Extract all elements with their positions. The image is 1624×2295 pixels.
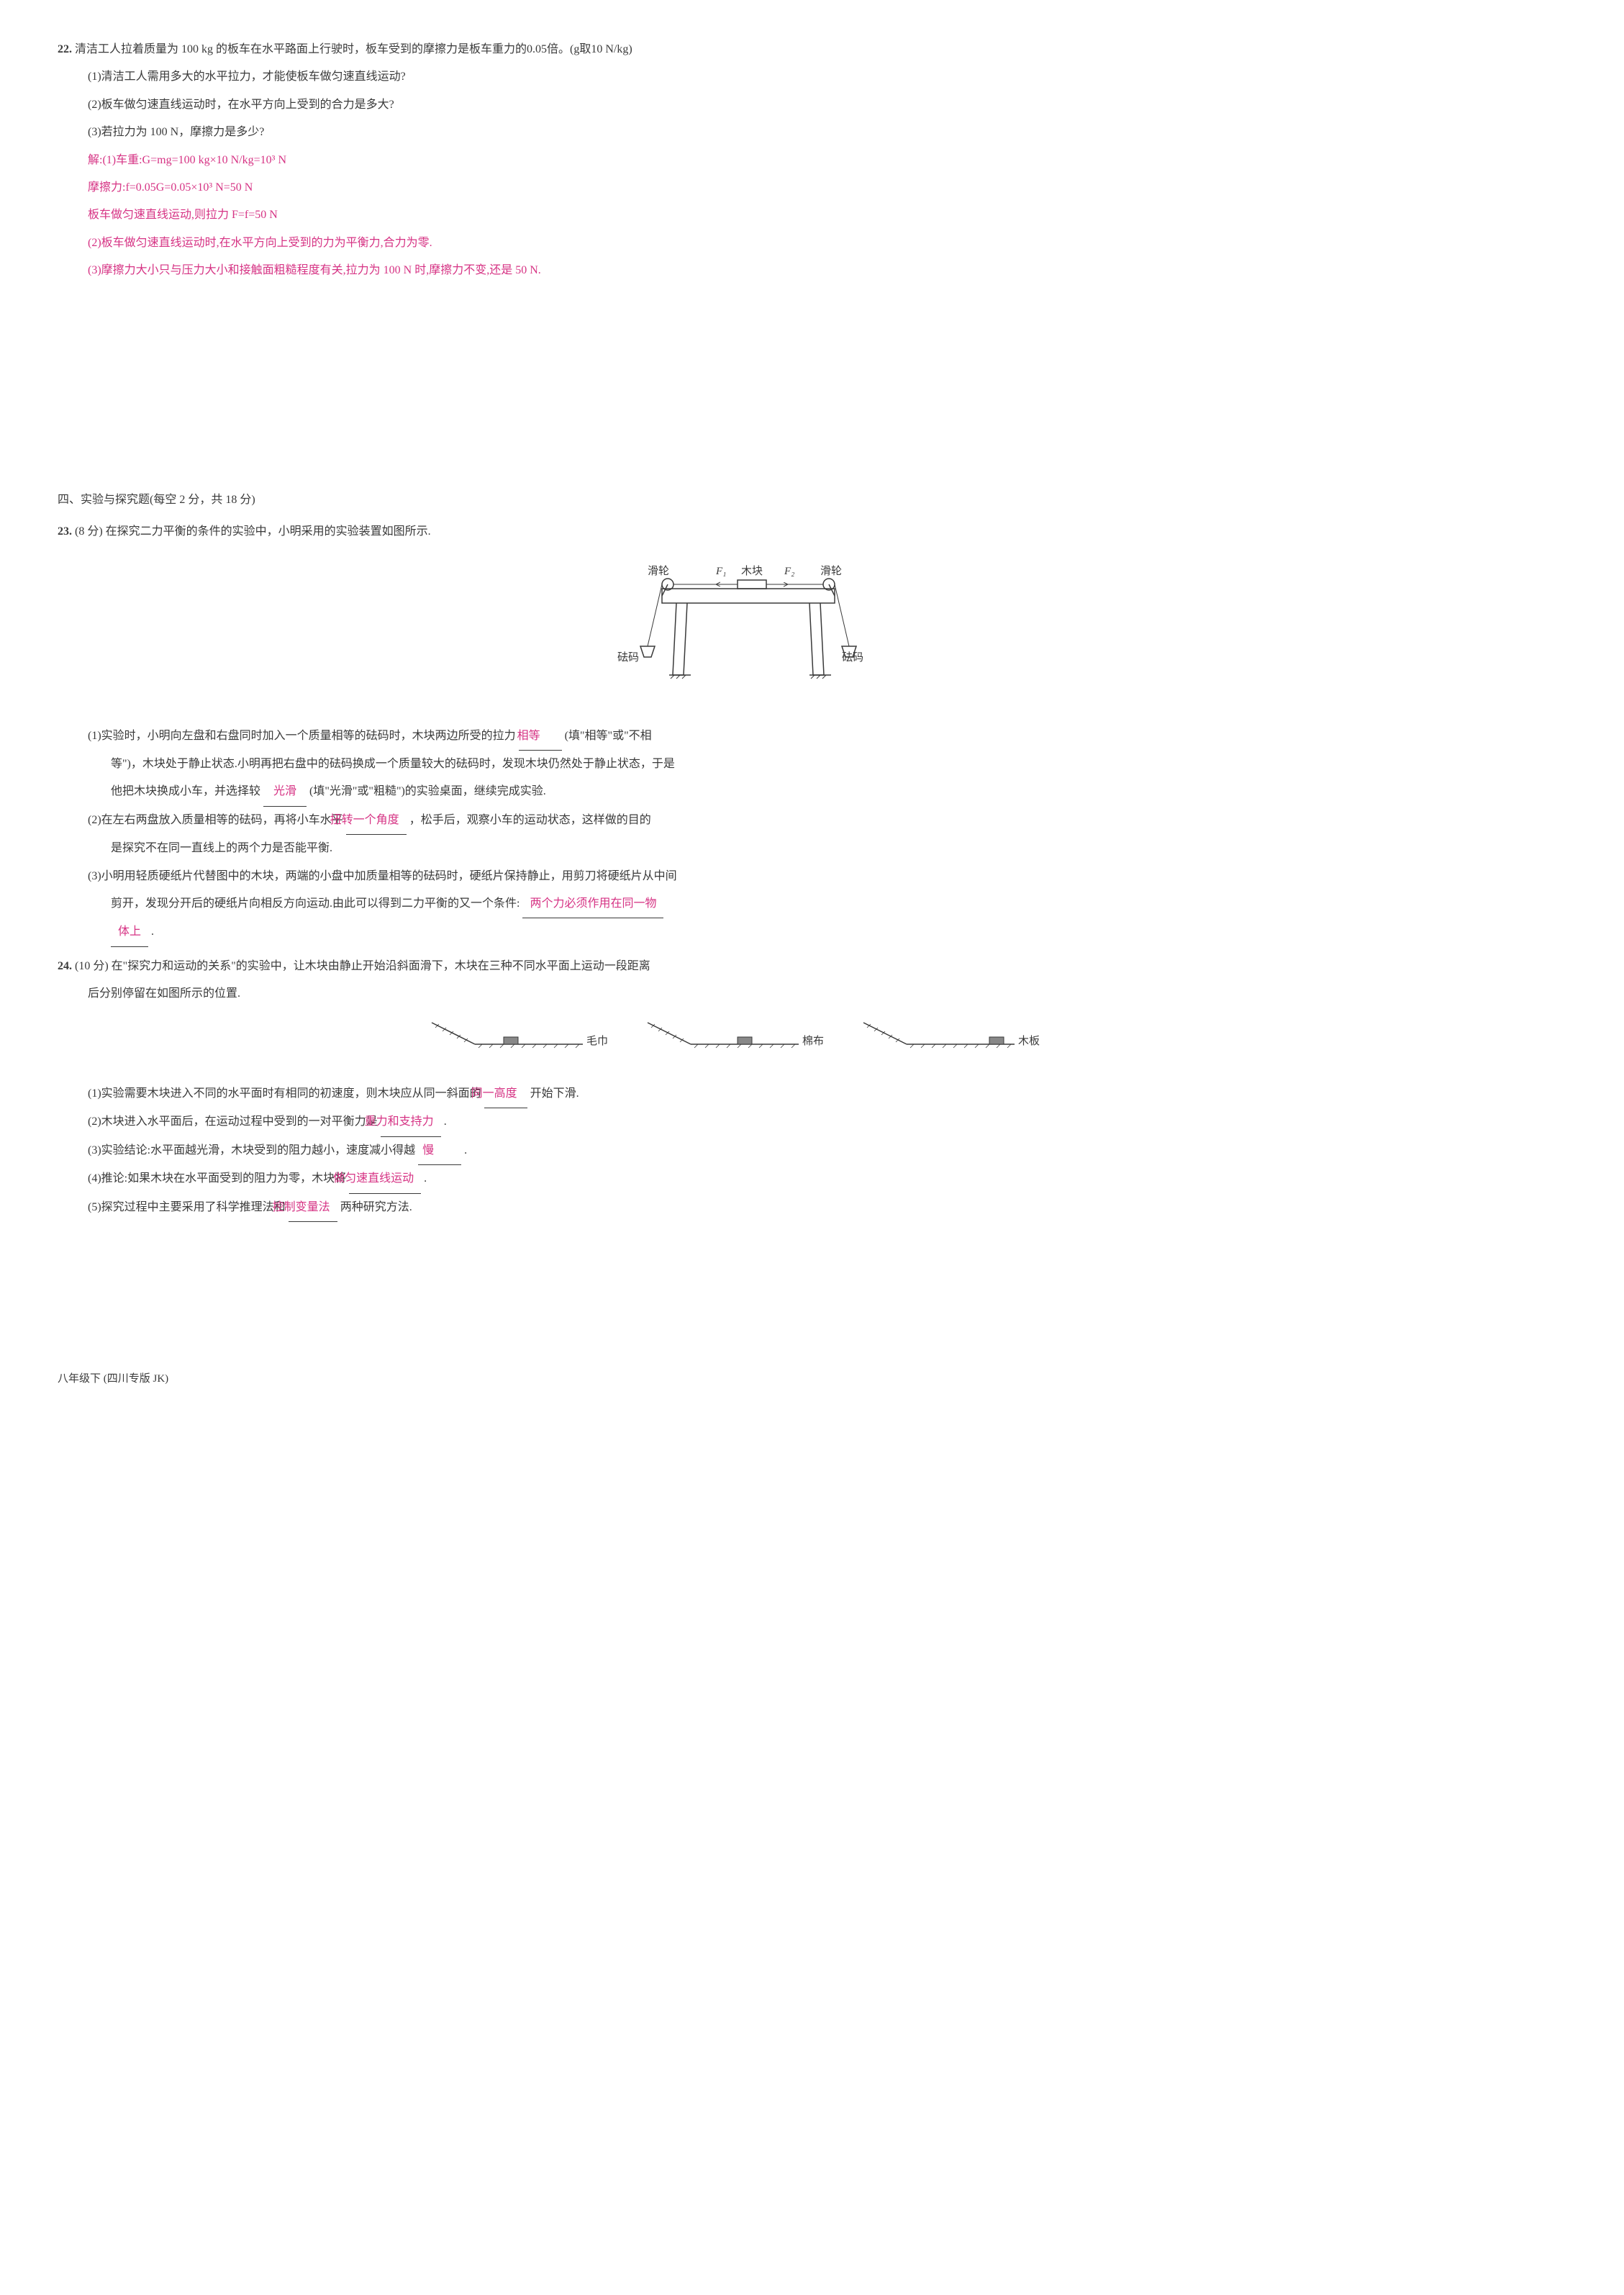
q24-sub1-part1: (1)实验需要木块进入不同的水平面时有相同的初速度，则木块应从同一斜面的 (88, 1087, 481, 1100)
block-1 (504, 1037, 518, 1044)
section4-title: 四、实验与探究题(每空 2 分，共 18 分) (58, 486, 1425, 514)
label-f1: F₁ (715, 566, 726, 577)
q24-number: 24. (58, 960, 72, 972)
q24-sub2-blank1: 重力和支持力 (381, 1108, 441, 1136)
q23-sub2-part2: ，松手后，观察小车的运动状态，这样做的目的 (409, 814, 651, 826)
table-leg-right (809, 603, 824, 675)
q23-sub1-line3-part1: 他把木块换成小车，并选择较 (111, 785, 260, 797)
q23-sub2-part1: (2)在左右两盘放入质量相等的砝码，再将小车水平 (88, 814, 343, 826)
q23-sub3-line3-blank: 体上 (111, 918, 148, 946)
q22-ans1-line3: 板车做匀速直线运动,则拉力 F=f=50 N (58, 202, 1425, 229)
table-top (662, 589, 835, 603)
q23-diagram-svg: 滑轮 F₁ 木块 F₂ 滑轮 砝码 砝码 (590, 560, 892, 697)
q24-sub3-part1: (3)实验结论:水平面越光滑，木块受到的阻力越小，速度减小得越 (88, 1144, 415, 1156)
q24-stem-text: 在"探究力和运动的关系"的实验中，让木块由静止开始沿斜面滑下，木块在三种不同水平… (112, 960, 650, 972)
q23-sub3-line2-part1: 剪开，发现分开后的硬纸片向相反方向运动.由此可以得到二力平衡的又一个条件: (111, 897, 520, 910)
q24-diagram-svg: 毛巾 (417, 1015, 1065, 1059)
page-footer: 八年级下 (四川专版 JK) (58, 1366, 1425, 1392)
wood-block (738, 580, 766, 589)
q24-sub5-part2: 两种研究方法. (340, 1201, 412, 1213)
svg-text:毛巾: 毛巾 (586, 1035, 608, 1047)
q23-stem-text: 在探究二力平衡的条件的实验中，小明采用的实验装置如图所示. (106, 525, 431, 538)
q23-sub2: (2)在左右两盘放入质量相等的砝码，再将小车水平 扭转一个角度 ，松手后，观察小… (81, 807, 1425, 835)
q23-diagram: 滑轮 F₁ 木块 F₂ 滑轮 砝码 砝码 (58, 560, 1425, 707)
question-23: 23. (8 分) 在探究二力平衡的条件的实验中，小明采用的实验装置如图所示. … (58, 518, 1425, 947)
q24-sub4-part1: (4)推论:如果木块在水平面受到的阻力为零，木块将 (88, 1172, 346, 1185)
label-pulley-left: 滑轮 (648, 565, 669, 577)
q23-sub3-part1: (3)小明用轻质硬纸片代替图中的木块，两端的小盘中加质量相等的砝码时，硬纸片保持… (88, 870, 677, 882)
block-2 (738, 1037, 752, 1044)
q23-sub2-blank1: 扭转一个角度 (346, 807, 407, 835)
q24-sub1: (1)实验需要木块进入不同的水平面时有相同的初速度，则木块应从同一斜面的 同一高… (81, 1080, 1425, 1108)
svg-text:棉布: 棉布 (802, 1035, 824, 1047)
q22-ans1-line2: 摩擦力:f=0.05G=0.05×10³ N=50 N (58, 174, 1425, 202)
q23-points: (8 分) (75, 525, 103, 538)
q23-sub1-line3-part2: (填"光滑"或"粗糙")的实验桌面，继续完成实验. (309, 785, 546, 797)
q24-sub1-blank1: 同一高度 (484, 1080, 527, 1108)
q22-stem: 22. 清洁工人拉着质量为 100 kg 的板车在水平路面上行驶时，板车受到的摩… (58, 36, 1425, 63)
ramp-2: 棉布 (648, 1023, 824, 1048)
q23-sub3-line3: 体上 . (58, 918, 1425, 946)
q24-sub5-blank1: 控制变量法 (289, 1194, 337, 1222)
q23-sub1-line2: 等")，木块处于静止状态.小明再把右盘中的砝码换成一个质量较大的砝码时，发现木块… (58, 751, 1425, 778)
label-weight-left: 砝码 (617, 651, 639, 664)
question-24: 24. (10 分) 在"探究力和运动的关系"的实验中，让木块由静止开始沿斜面滑… (58, 953, 1425, 1222)
q22-sub2: (2)板车做匀速直线运动时，在水平方向上受到的合力是多大? (58, 91, 1425, 119)
q24-sub2: (2)木块进入水平面后，在运动过程中受到的一对平衡力是 重力和支持力 . (81, 1108, 1425, 1136)
q23-sub2-line2: 是探究不在同一直线上的两个力是否能平衡. (58, 835, 1425, 862)
ramp-1: 毛巾 (432, 1023, 608, 1048)
q22-sub1: (1)清洁工人需用多大的水平拉力，才能使板车做匀速直线运动? (58, 63, 1425, 91)
q22-number: 22. (58, 43, 72, 55)
table-leg-left (673, 603, 687, 675)
label-block: 木块 (741, 565, 763, 577)
q24-stem: 24. (10 分) 在"探究力和运动的关系"的实验中，让木块由静止开始沿斜面滑… (58, 953, 1425, 980)
q23-stem: 23. (8 分) 在探究二力平衡的条件的实验中，小明采用的实验装置如图所示. (58, 518, 1425, 546)
q24-sub3-blank1: 慢 (418, 1137, 461, 1165)
q24-sub5: (5)探究过程中主要采用了科学推理法和 控制变量法 两种研究方法. (81, 1194, 1425, 1222)
q23-sub3-line2: 剪开，发现分开后的硬纸片向相反方向运动.由此可以得到二力平衡的又一个条件: 两个… (58, 890, 1425, 918)
q24-sub4-part2: . (424, 1172, 427, 1185)
svg-text:木板: 木板 (1018, 1034, 1040, 1047)
q24-sub2-part2: . (444, 1115, 447, 1128)
q24-stem-line2: 后分别停留在如图所示的位置. (58, 980, 1425, 1008)
q24-diagram: 毛巾 (58, 1015, 1425, 1069)
q23-sub3-blank1: 两个力必须作用在同一物 (522, 890, 663, 918)
q22-stem-text: 清洁工人拉着质量为 100 kg 的板车在水平路面上行驶时，板车受到的摩擦力是板… (75, 43, 632, 55)
q23-sub1-part2: (填"相等"或"不相 (565, 730, 652, 742)
q24-sub4-blank1: 做匀速直线运动 (349, 1165, 421, 1193)
q23-sub1-line3: 他把木块换成小车，并选择较 光滑 (填"光滑"或"粗糙")的实验桌面，继续完成实… (58, 778, 1425, 806)
q23-sub1-part1: (1)实验时，小明向左盘和右盘同时加入一个质量相等的砝码时，木块两边所受的拉力 (88, 730, 516, 742)
label-pulley-right: 滑轮 (820, 565, 842, 577)
q23-sub3: (3)小明用轻质硬纸片代替图中的木块，两端的小盘中加质量相等的砝码时，硬纸片保持… (81, 863, 1425, 890)
q23-sub1: (1)实验时，小明向左盘和右盘同时加入一个质量相等的砝码时，木块两边所受的拉力 … (81, 723, 1425, 751)
q22-ans2: (2)板车做匀速直线运动时,在水平方向上受到的力为平衡力,合力为零. (58, 230, 1425, 257)
q22-ans3: (3)摩擦力大小只与压力大小和接触面粗糙程度有关,拉力为 100 N 时,摩擦力… (58, 257, 1425, 284)
page-content: 22. 清洁工人拉着质量为 100 kg 的板车在水平路面上行驶时，板车受到的摩… (58, 36, 1425, 1392)
q24-sub1-part2: 开始下滑. (530, 1087, 579, 1100)
q24-sub5-part1: (5)探究过程中主要采用了科学推理法和 (88, 1201, 286, 1213)
q23-number: 23. (58, 525, 72, 538)
q24-sub3-part2: . (464, 1144, 467, 1156)
q24-sub3: (3)实验结论:水平面越光滑，木块受到的阻力越小，速度减小得越 慢 . (81, 1137, 1425, 1165)
q23-sub1-blank2: 光滑 (263, 778, 307, 806)
block-3 (989, 1037, 1004, 1044)
question-22: 22. 清洁工人拉着质量为 100 kg 的板车在水平路面上行驶时，板车受到的摩… (58, 36, 1425, 285)
weight-pan-left (640, 646, 655, 657)
q23-sub3-line3-part2: . (151, 925, 154, 938)
q23-sub1-blank1: 相等 (519, 723, 562, 751)
label-f2: F₂ (784, 566, 794, 577)
ramp-3: 木板 (863, 1023, 1040, 1048)
q24-sub2-part1: (2)木块进入水平面后，在运动过程中受到的一对平衡力是 (88, 1115, 378, 1128)
q24-points: (10 分) (75, 960, 109, 972)
q22-ans1-line1: 解:(1)车重:G=mg=100 kg×10 N/kg=10³ N (58, 147, 1425, 174)
q22-sub3: (3)若拉力为 100 N，摩擦力是多少? (58, 119, 1425, 146)
q24-sub4: (4)推论:如果木块在水平面受到的阻力为零，木块将 做匀速直线运动 . (81, 1165, 1425, 1193)
